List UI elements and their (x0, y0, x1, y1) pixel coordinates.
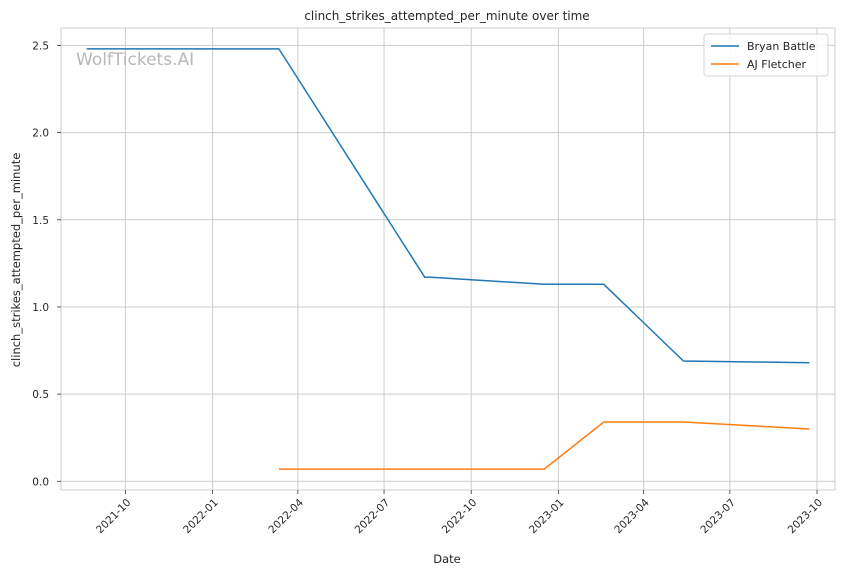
legend-label-bryan-battle: Bryan Battle (747, 40, 816, 53)
x-tick-label: 2022-07 (353, 497, 393, 537)
x-tick-label: 2023-07 (698, 497, 738, 537)
legend-label-aj-fletcher: AJ Fletcher (747, 58, 807, 71)
series-lines (86, 48, 810, 470)
series-line-aj-fletcher (278, 421, 810, 470)
x-tick-label: 2022-10 (440, 497, 480, 537)
chart-title: clinch_strikes_attempted_per_minute over… (304, 9, 589, 23)
y-axis-label: clinch_strikes_attempted_per_minute (9, 153, 23, 368)
y-tick-label: 0.5 (32, 389, 49, 401)
x-axis-ticks: 2021-10 2022-01 2022-04 2022-07 2022-10 2023-… (94, 490, 825, 536)
legend-box (703, 33, 829, 77)
x-tick-label: 2022-01 (181, 497, 221, 537)
y-tick-label: 0.0 (32, 476, 49, 488)
grid-lines (61, 28, 835, 490)
x-axis-label: Date (433, 552, 461, 566)
y-tick-label: 2.0 (32, 128, 49, 140)
x-tick-label: 2023-01 (527, 497, 567, 537)
legend: Bryan Battle AJ Fletcher (703, 33, 829, 77)
x-tick-label: 2023-04 (612, 496, 652, 536)
y-tick-label: 2.5 (32, 40, 49, 52)
x-tick-label: 2022-04 (266, 496, 306, 536)
x-tick-label: 2021-10 (94, 497, 134, 537)
y-axis-ticks: 0.0 0.5 1.0 1.5 2.0 2.5 (32, 40, 61, 488)
y-tick-label: 1.0 (32, 302, 49, 314)
x-tick-label: 2023-10 (786, 497, 826, 537)
plot-area (60, 27, 836, 491)
watermark: WolfTickets.AI (76, 50, 194, 70)
y-tick-label: 1.5 (32, 215, 49, 227)
series-line-bryan-battle (86, 48, 810, 364)
